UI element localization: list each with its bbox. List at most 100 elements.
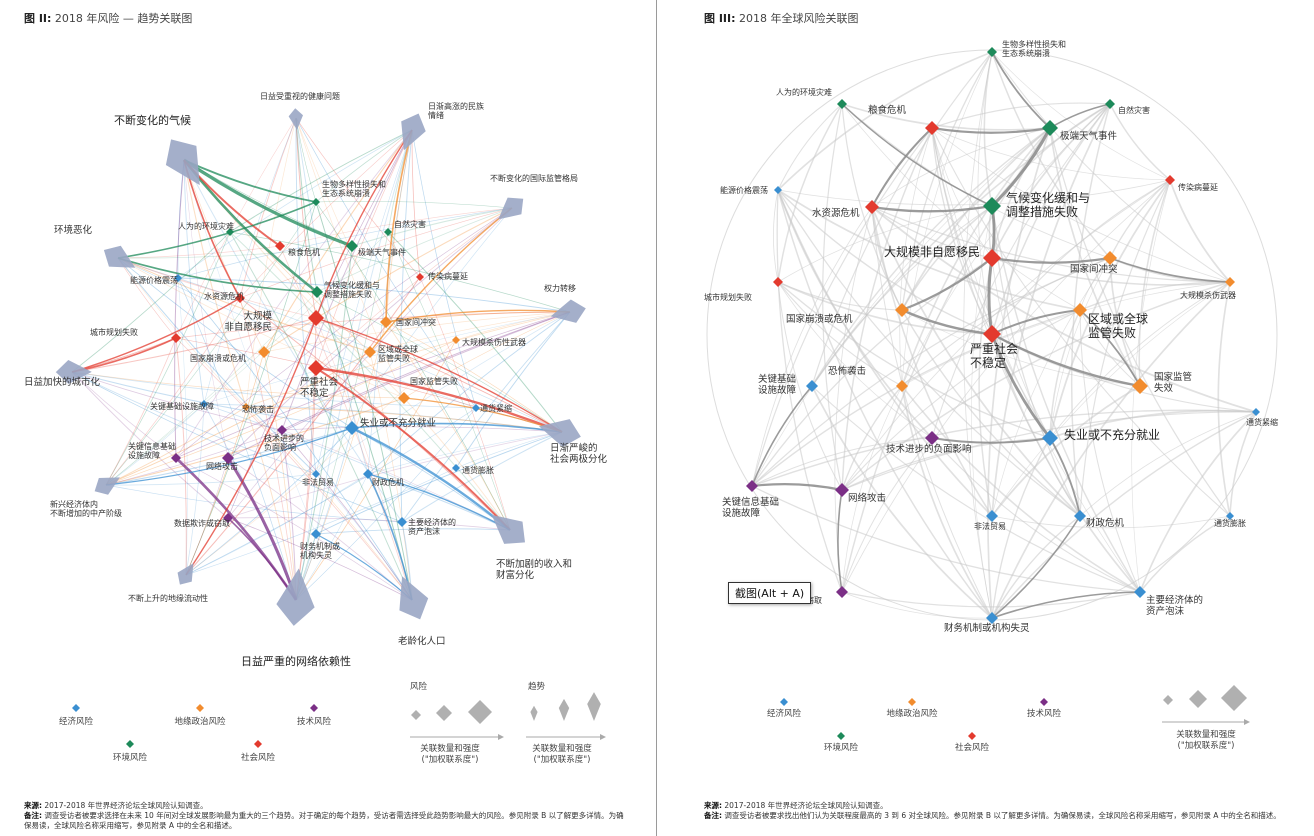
trend-risk-link [183, 159, 317, 535]
trend-risk-link [105, 339, 457, 486]
risk-node-climatefail [983, 197, 1001, 215]
risk-risk-link [777, 189, 993, 335]
risk-risk-link [841, 103, 1051, 131]
trend-shape [550, 299, 586, 323]
legend-risk_caption: 关联数量和强度 ("加权联系度") [420, 744, 480, 765]
risk-risk-link [991, 411, 1257, 619]
risk-risk-link [931, 127, 1171, 181]
risk-node-govfail [398, 392, 410, 404]
risk-risk-link [931, 127, 993, 335]
trend-risk-strong-link [367, 473, 511, 531]
risk-risk-link [1079, 281, 1231, 311]
risk-risk-link [871, 206, 993, 259]
trend-risk-strong-link [315, 367, 511, 531]
risk-node-wmd [452, 336, 460, 344]
risk-risk-link [931, 102, 1111, 129]
risk-risk-link [1139, 515, 1231, 593]
legend-geo-swatch [196, 704, 204, 712]
risk-label-natural: 自然灾害 [1118, 106, 1150, 115]
trend-risk-link [315, 207, 513, 475]
risk-label-water: 水资源危机 [204, 292, 244, 301]
risk-node-unemp [1042, 430, 1058, 446]
risk-risk-link [777, 281, 1051, 439]
risk-risk-link [777, 103, 843, 283]
risk-risk-link [991, 103, 1111, 335]
trend-risk-link [175, 337, 413, 601]
risk-node-manmade [226, 228, 234, 236]
legend-trend-size-shape [558, 698, 570, 721]
trend-risk-link [203, 403, 511, 531]
risk-risk-link [751, 437, 933, 487]
trend-risk-link [175, 457, 413, 601]
trend-shape [55, 360, 92, 385]
risk-label-infra: 关键基础设施故障 [150, 402, 214, 411]
legend-risk-arrowhead [498, 734, 504, 740]
risk-risk-link [901, 127, 1051, 311]
screenshot-tooltip[interactable]: 截图(Alt + A) [728, 582, 812, 604]
risk-risk-link [841, 103, 1081, 311]
risk-risk-link [901, 127, 1051, 387]
risk-risk-link [841, 127, 933, 491]
trend-risk-link [455, 311, 571, 469]
risk-node-bio [312, 198, 320, 206]
risk-trend-network [55, 108, 606, 748]
risk-risk-link [841, 437, 1051, 491]
trend-risk-link [315, 129, 413, 203]
risk-label-deflation: 通货紧缩 [1246, 418, 1278, 427]
trend-risk-link [245, 117, 297, 408]
trend-risk-link [263, 351, 297, 601]
trend-risk-link [105, 484, 403, 523]
risk-risk-link [777, 179, 1171, 206]
risk-risk-link [901, 309, 1081, 517]
risk-risk-link [811, 385, 993, 619]
risk-risk-link [751, 206, 873, 487]
trend-risk-strong-link [71, 297, 241, 373]
risk-label-illicit: 非法贸易 [974, 522, 1006, 531]
trend-risk-link [315, 129, 413, 475]
trend-risk-link [315, 311, 571, 475]
trend-risk-link [71, 371, 403, 523]
risk-label-regional: 区域或全球 监管失败 [1088, 312, 1149, 340]
risk-risk-strong-link [837, 489, 843, 593]
risk-risk-strong-link [991, 256, 1111, 264]
trend-label-t_nation: 日渐高涨的民族 情绪 [428, 102, 484, 121]
legend-geo-label: 地缘政治风险 [886, 709, 938, 719]
risk-label-climatefail: 气候变化缓和与 调整措施失败 [324, 281, 380, 300]
risk-node-regional [364, 346, 376, 358]
trend-risk-link [411, 129, 477, 409]
trend-risk-link [281, 429, 413, 601]
legend-size-diamond [1163, 695, 1173, 705]
trend-risk-link [117, 245, 281, 259]
legend-eco-swatch [72, 704, 80, 712]
trend-shape [498, 197, 524, 220]
trend-shape [94, 477, 120, 495]
trend-risk-link [117, 257, 371, 353]
trend-risk-link [185, 403, 205, 576]
risk-risk-link [776, 189, 843, 593]
risk-risk-link [931, 437, 1141, 593]
risk-label-climatefail: 气候变化缓和与 调整措施失败 [1006, 191, 1091, 219]
trend-risk-link [105, 231, 389, 486]
trend-risk-link [316, 207, 513, 293]
trend-shape [491, 514, 525, 544]
risk-node-deflation [472, 404, 480, 412]
risk-risk-strong-link [987, 257, 994, 335]
risk-risk-link [811, 205, 993, 387]
risk-node-illicit [312, 470, 320, 478]
trend-risk-link [71, 371, 353, 429]
risk-label-manmade: 人为的环境灾难 [178, 222, 234, 231]
trend-risk-link [315, 528, 511, 535]
trend-shape [103, 245, 136, 268]
trend-risk-link [367, 129, 413, 475]
risk-label-collapse: 国家崩溃或危机 [190, 354, 246, 363]
trend-risk-link [315, 201, 513, 209]
trend-risk-link [315, 317, 563, 433]
trend-risk-link [316, 291, 563, 433]
trend-risk-link [295, 117, 421, 278]
risk-risk-link [1049, 257, 1111, 439]
risk-risk-link [987, 127, 1051, 619]
risk-node-tech [925, 431, 939, 445]
risk-risk-link [871, 206, 993, 517]
risk-risk-link [841, 591, 1141, 608]
risk-node-wmd [1225, 277, 1235, 287]
